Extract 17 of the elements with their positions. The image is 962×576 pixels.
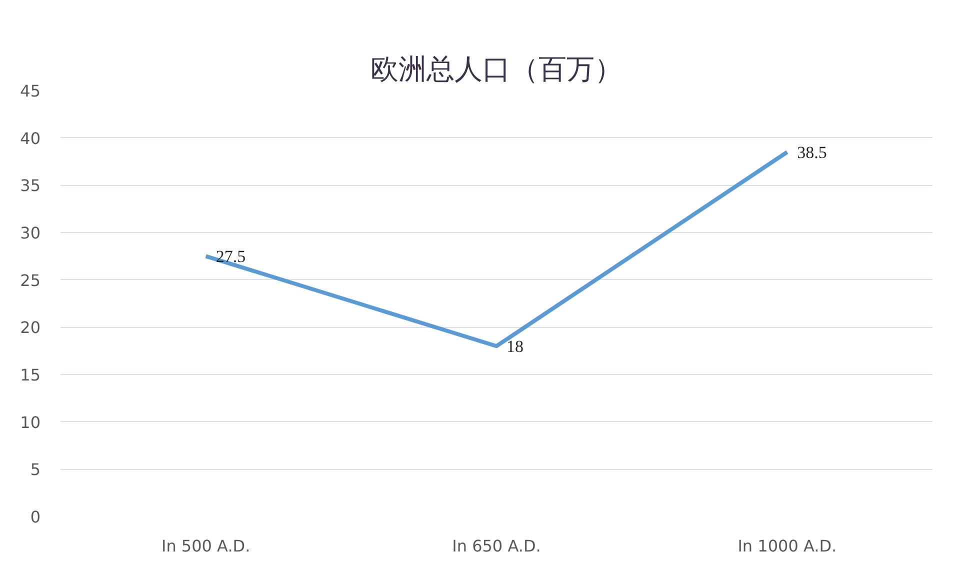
y-tick-label: 20: [20, 318, 40, 338]
y-tick-label: 0: [30, 508, 41, 526]
y-tick-label: 15: [20, 366, 40, 384]
chart-title: 欧洲总人口（百万）: [370, 52, 622, 86]
y-tick-label: 40: [20, 128, 40, 148]
y-tick-label: 5: [30, 460, 41, 480]
data-label: 27.5: [216, 247, 246, 266]
y-tick-label: 25: [20, 270, 40, 290]
x-tick-label: In 650 A.D.: [452, 536, 541, 556]
y-tick-label: 35: [20, 176, 40, 196]
y-tick-label: 30: [20, 224, 40, 242]
data-label: 38.5: [797, 143, 827, 162]
y-tick-label: 10: [20, 412, 40, 432]
x-tick-label: In 1000 A.D.: [738, 536, 837, 556]
x-tick-label: In 500 A.D.: [161, 536, 250, 556]
data-label: 18: [506, 337, 524, 356]
y-tick-label: 45: [20, 82, 40, 100]
